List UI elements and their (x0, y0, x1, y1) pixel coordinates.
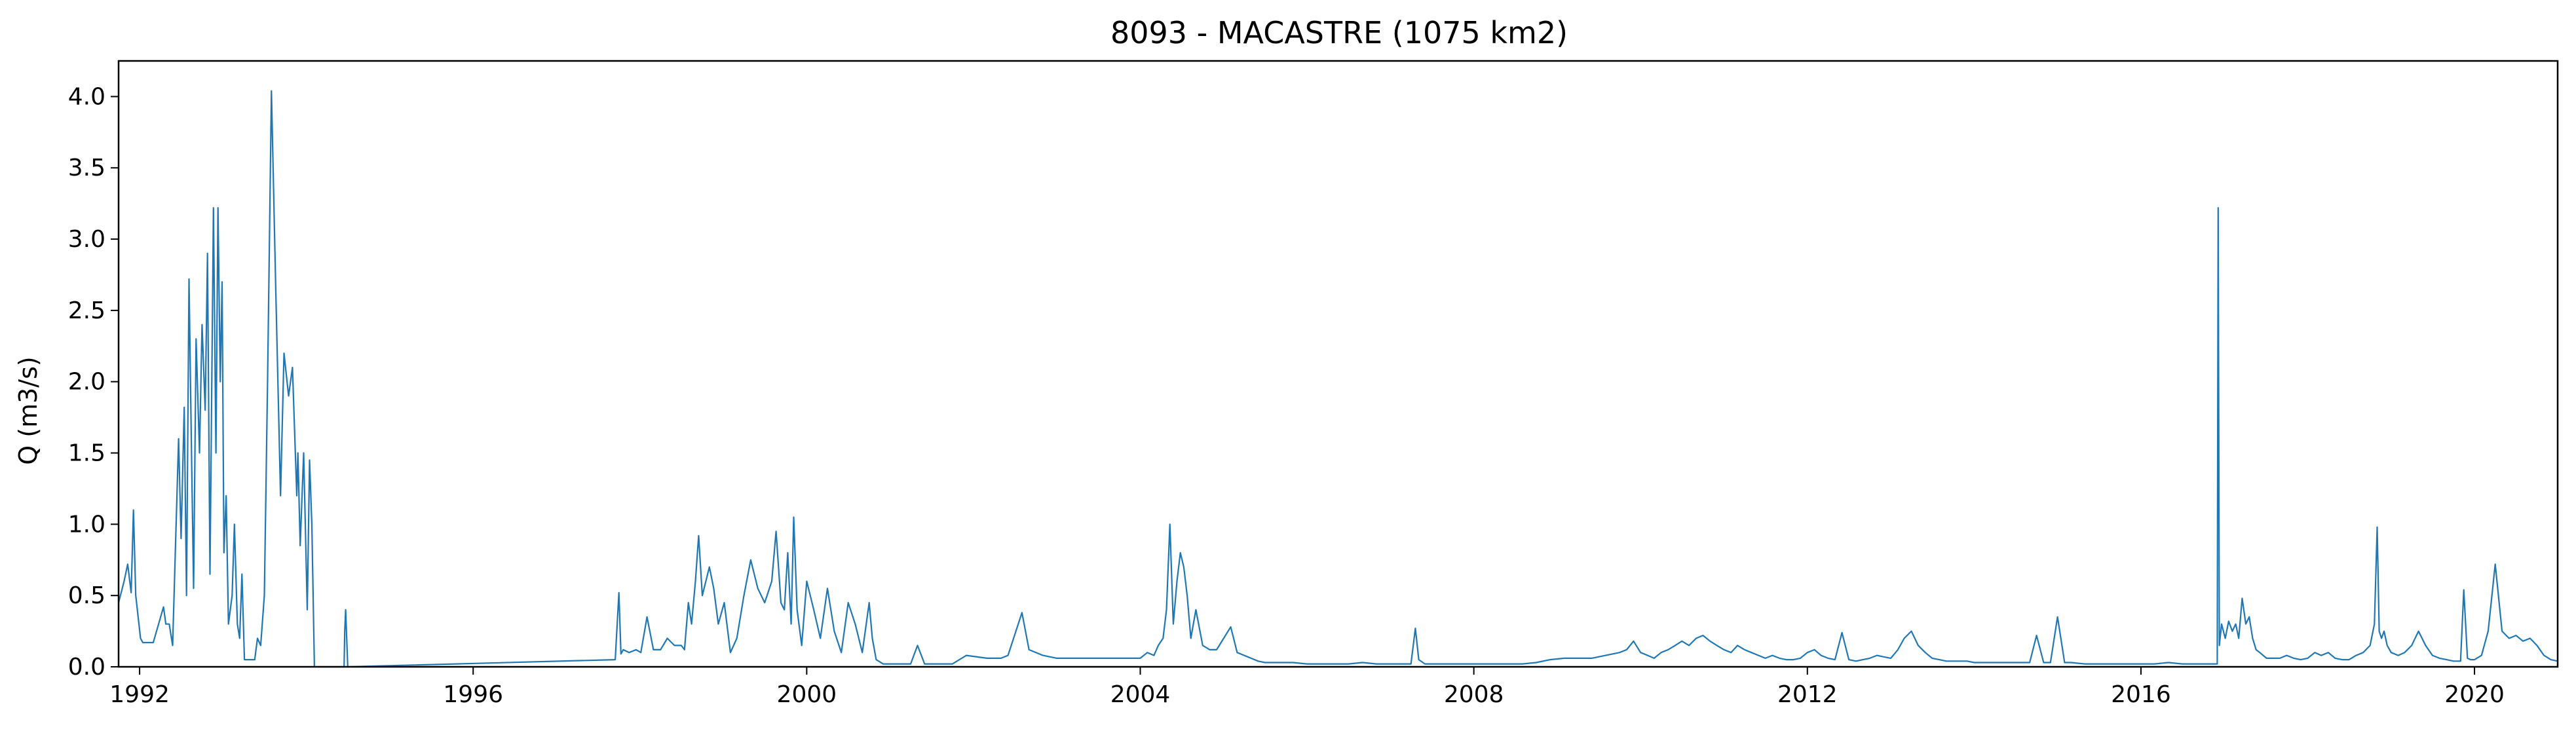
x-tick-label: 2004 (1110, 681, 1171, 708)
y-tick-label: 0.5 (68, 582, 105, 609)
series-line-0 (117, 90, 2558, 668)
y-tick-label: 0.0 (68, 654, 105, 681)
y-tick-label: 3.0 (68, 226, 105, 253)
x-tick-label: 2020 (2444, 681, 2505, 708)
plot-frame (117, 60, 2559, 668)
y-tick-label: 4.0 (68, 83, 105, 110)
x-tick-label: 1992 (109, 681, 170, 708)
chart-title: 8093 - MACASTRE (1075 km2) (1110, 15, 1568, 50)
x-tick-label: 2012 (1777, 681, 1838, 708)
x-tick-label: 2008 (1444, 681, 1504, 708)
plot-area (117, 90, 2558, 668)
y-tick-label: 1.5 (68, 440, 105, 467)
y-tick-label: 2.5 (68, 297, 105, 324)
y-tick-label: 3.5 (68, 155, 105, 181)
x-axis: 1992 1996 2000 2004 2008 2012 2016 2020 (109, 667, 2505, 708)
y-axis: 0.0 0.5 1.0 1.5 2.0 2.5 3.0 3.5 4.0 (68, 83, 119, 681)
y-tick-label: 2.0 (68, 369, 105, 396)
x-tick-label: 2016 (2111, 681, 2171, 708)
y-tick-label: 1.0 (68, 511, 105, 538)
y-axis-label: Q (m3/s) (14, 356, 43, 464)
x-tick-label: 1996 (443, 681, 503, 708)
x-tick-label: 2000 (777, 681, 837, 708)
